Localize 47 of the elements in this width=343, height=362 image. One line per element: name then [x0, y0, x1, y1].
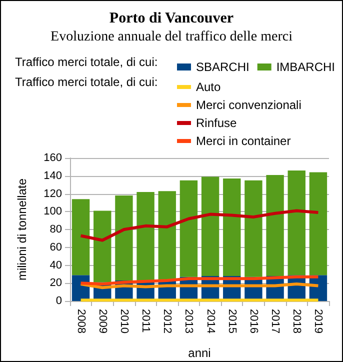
- line-series: [79, 275, 320, 286]
- text: Traffico merci totale, di cui:: [15, 55, 158, 69]
- y-tick-label: 160: [44, 152, 62, 164]
- y-tick-label: 40: [50, 259, 62, 272]
- chart-title: Porto di Vancouver: [109, 10, 234, 26]
- legend-label: Merci convenzionali: [196, 98, 302, 112]
- bar: [309, 172, 328, 276]
- line-series: [79, 209, 320, 242]
- x-tick-label: 2014: [204, 309, 216, 334]
- x-tick-label: 2019: [312, 309, 324, 334]
- x-tick-label: 2010: [118, 309, 130, 334]
- y-tick-label: 140: [44, 170, 62, 182]
- x-tick-label: 2018: [290, 309, 303, 334]
- y-tick-label: 0: [56, 295, 62, 307]
- x-axis-title: anni: [188, 346, 211, 360]
- bar: [136, 192, 154, 280]
- bar: [115, 196, 133, 280]
- bar: [180, 180, 198, 277]
- text: Traffico merci totale, di cui:: [15, 75, 158, 89]
- x-tick-label: 2016: [247, 309, 260, 334]
- bar: [288, 170, 306, 276]
- y-tick-label: 100: [44, 206, 62, 218]
- x-tick-label: 2011: [140, 309, 152, 333]
- legend-label: SBARCHI: [196, 60, 250, 74]
- x-tick-label: 2009: [96, 309, 108, 334]
- bar: [158, 191, 176, 280]
- x-tick-label: 2015: [226, 309, 238, 334]
- bar: [266, 174, 284, 276]
- y-tick-label: 120: [44, 188, 62, 200]
- chart-subtitle: Evoluzione annuale del traffico delle merci: [50, 30, 293, 44]
- y-tick-label: 20: [50, 277, 62, 290]
- bar: [72, 199, 90, 276]
- legend-label: Auto: [196, 80, 222, 94]
- bar: [94, 210, 112, 282]
- y-axis-title: milioni di tonnellate: [15, 178, 29, 281]
- y-tick-label: 60: [50, 241, 62, 254]
- legend-label: IMBARCHI: [276, 60, 336, 74]
- legend-label: Merci in container: [196, 134, 291, 148]
- x-tick-label: 2017: [269, 309, 282, 334]
- x-tick-label: 2012: [161, 309, 174, 334]
- bar: [223, 178, 241, 276]
- legend-label: Rinfuse: [196, 116, 238, 130]
- bar: [244, 180, 262, 277]
- y-tick-label: 80: [50, 224, 62, 236]
- bar: [201, 176, 220, 276]
- x-tick-label: 2008: [74, 309, 87, 334]
- x-tick-label: 2013: [182, 309, 195, 334]
